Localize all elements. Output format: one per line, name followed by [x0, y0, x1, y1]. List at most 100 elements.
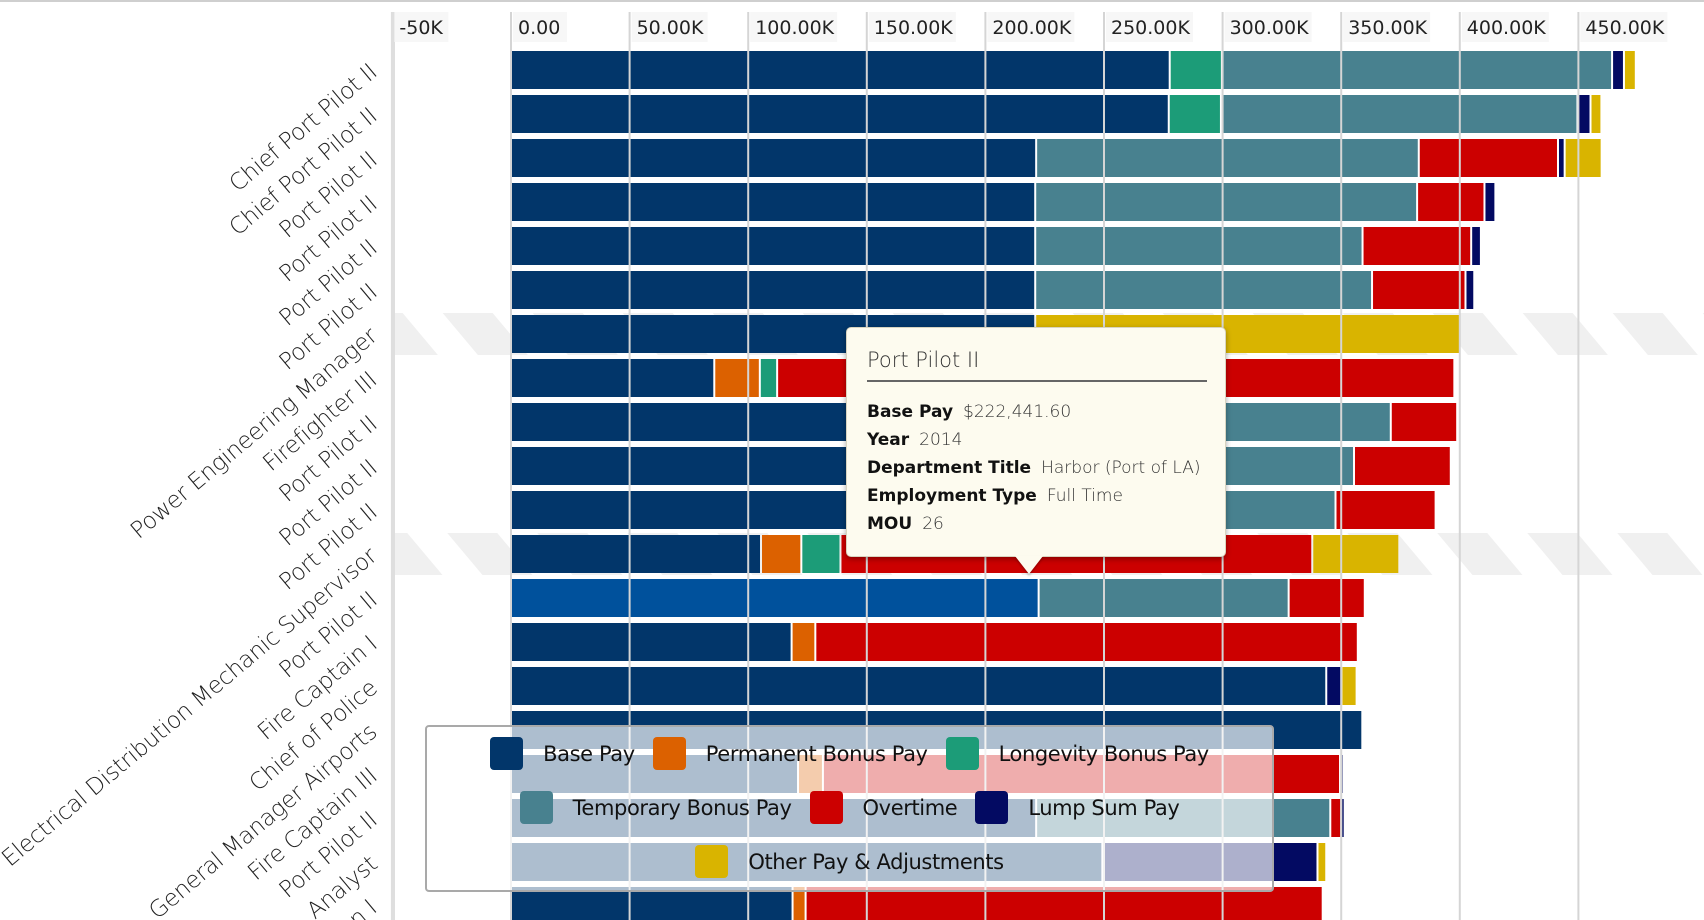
bar-segment-other-pay-adjustments[interactable] — [1342, 667, 1356, 705]
bar-segment-permanent-bonus-pay[interactable] — [715, 359, 759, 397]
tooltip-divider — [867, 380, 1207, 382]
bar-segment-lump-sum-pay[interactable] — [1559, 139, 1564, 177]
bar-segment-base-pay[interactable] — [512, 667, 1326, 705]
bar-segment-base-pay[interactable] — [512, 227, 1035, 265]
x-tick-label: 400.00K — [1467, 17, 1546, 39]
bar-segment-other-pay-adjustments[interactable] — [1313, 535, 1399, 573]
legend-row: Base Pay Permanent Bonus Pay Longevity Bon… — [427, 737, 1272, 770]
legend-swatch-icon — [695, 845, 729, 878]
tick-label-bg — [1580, 12, 1668, 42]
x-tick-label: 350.00K — [1348, 17, 1427, 39]
bar-segment-base-pay[interactable] — [512, 623, 791, 661]
bar-segment-other-pay-adjustments[interactable] — [1565, 139, 1601, 177]
legend-item[interactable]: Other Pay & Adjustments — [695, 845, 1004, 878]
legend-label: Other Pay & Adjustments — [748, 849, 1004, 874]
bar-segment-overtime[interactable] — [1373, 271, 1465, 309]
bar-segment-base-pay[interactable] — [512, 95, 1168, 133]
bar-segment-overtime[interactable] — [1355, 447, 1450, 485]
bar-segment-temporary-bonus-pay[interactable] — [1222, 51, 1612, 89]
tick-label-bg — [750, 12, 838, 42]
legend-item[interactable]: Lump Sum Pay — [975, 791, 1180, 824]
bar-segment-base-pay[interactable] — [512, 579, 1038, 617]
bar-segment-base-pay[interactable] — [512, 183, 1035, 221]
bar-segment-base-pay[interactable] — [512, 139, 1036, 177]
bar-segment-other-pay-adjustments[interactable] — [1624, 51, 1635, 89]
tooltip-row: Base Pay $222,441.60 — [867, 398, 1201, 426]
bar-segment-lump-sum-pay[interactable] — [1327, 667, 1341, 705]
bar-segment-lump-sum-pay[interactable] — [1578, 95, 1590, 133]
legend-label: Base Pay — [543, 741, 635, 766]
legend-swatch-icon — [975, 791, 1009, 824]
bar-segment-longevity-bonus-pay[interactable] — [1169, 95, 1220, 133]
bar-segment-lump-sum-pay[interactable] — [1342, 799, 1344, 837]
bar-segment-overtime[interactable] — [1331, 799, 1341, 837]
tooltip-key: Base Pay — [867, 402, 954, 422]
bar-segment-base-pay[interactable] — [512, 535, 761, 573]
bar-segment-lump-sum-pay[interactable] — [1466, 271, 1474, 309]
bar-segment-longevity-bonus-pay[interactable] — [760, 359, 777, 397]
tooltip-row: Year 2014 — [867, 426, 1201, 454]
bar-segment-overtime[interactable] — [1289, 579, 1364, 617]
legend-item[interactable]: Permanent Bonus Pay — [652, 737, 928, 770]
bar-segment-overtime[interactable] — [1418, 183, 1484, 221]
bar-segment-overtime[interactable] — [1363, 227, 1471, 265]
tooltip-key: Department Title — [867, 458, 1032, 478]
x-tick-label: 200.00K — [992, 17, 1071, 39]
bar-segment-temporary-bonus-pay[interactable] — [1039, 579, 1288, 617]
legend-item[interactable]: Overtime — [809, 791, 958, 824]
bar-segment-permanent-bonus-pay[interactable] — [793, 887, 805, 920]
bar-segment-longevity-bonus-pay[interactable] — [802, 535, 840, 573]
bar-segment-lump-sum-pay[interactable] — [1485, 183, 1495, 221]
bar-segment-overtime[interactable] — [1336, 491, 1435, 529]
tick-label-bg — [868, 12, 956, 42]
bar-segment-other-pay-adjustments[interactable] — [1591, 95, 1601, 133]
bar-segment-permanent-bonus-pay[interactable] — [762, 535, 801, 573]
bar-segment-temporary-bonus-pay[interactable] — [1036, 183, 1417, 221]
tooltip-row: Employment Type Full Time — [867, 482, 1201, 510]
legend-item[interactable]: Longevity Bonus Pay — [945, 737, 1209, 770]
legend-label: Overtime — [862, 795, 958, 820]
legend-item[interactable]: Temporary Bonus Pay — [519, 791, 792, 824]
bar-segment-temporary-bonus-pay[interactable] — [1036, 227, 1362, 265]
bar-segment-base-pay[interactable] — [512, 887, 792, 920]
tick-label-bg — [1224, 12, 1312, 42]
tick-label-bg — [1106, 12, 1193, 42]
bar-segment-lump-sum-pay[interactable] — [1472, 227, 1480, 265]
bar-segment-overtime[interactable] — [1391, 403, 1457, 441]
bar-segment-overtime[interactable] — [1419, 139, 1558, 177]
tooltip-pointer — [1015, 556, 1043, 574]
bar-segment-lump-sum-pay[interactable] — [1613, 51, 1623, 89]
legend: Base Pay Permanent Bonus Pay Longevity Bon… — [425, 725, 1274, 892]
tooltip-value: $222,441.60 — [963, 402, 1072, 422]
legend-label: Temporary Bonus Pay — [572, 795, 792, 820]
bar-segment-overtime[interactable] — [816, 623, 1357, 661]
legend-swatch-icon — [490, 737, 524, 770]
top-border — [0, 0, 1704, 2]
bar-segment-longevity-bonus-pay[interactable] — [1170, 51, 1221, 89]
tooltip-row: Department Title Harbor (Port of LA) — [867, 454, 1201, 482]
legend-label: Lump Sum Pay — [1028, 795, 1180, 820]
tooltip-value: Harbor (Port of LA) — [1041, 458, 1201, 478]
tooltip-key: Employment Type — [867, 486, 1037, 506]
legend-swatch-icon — [809, 791, 843, 824]
tooltip-value: 26 — [922, 514, 944, 534]
legend-item[interactable]: Base Pay — [490, 737, 635, 770]
tooltip: Port Pilot II Base Pay $222,441.60 Year 201… — [846, 327, 1226, 574]
tick-label-bg — [1343, 12, 1431, 42]
legend-swatch-icon — [652, 737, 686, 770]
bar-segment-base-pay[interactable] — [512, 271, 1035, 309]
bar-segment-temporary-bonus-pay[interactable] — [1036, 271, 1372, 309]
bar-segment-overtime[interactable] — [806, 887, 1322, 920]
bar-segment-base-pay[interactable] — [512, 51, 1169, 89]
x-tick-label: 100.00K — [755, 17, 834, 39]
tooltip-title: Port Pilot II — [867, 348, 980, 372]
bar-segment-temporary-bonus-pay[interactable] — [1221, 95, 1577, 133]
x-tick-label: 250.00K — [1111, 17, 1190, 39]
bar-segment-permanent-bonus-pay[interactable] — [792, 623, 815, 661]
bar-segment-base-pay[interactable] — [512, 359, 714, 397]
bar-segment-other-pay-adjustments[interactable] — [1318, 843, 1326, 881]
bar-segment-temporary-bonus-pay[interactable] — [1037, 139, 1418, 177]
legend-swatch-icon — [945, 737, 979, 770]
tick-label-bg — [987, 12, 1075, 42]
tooltip-value: 2014 — [919, 430, 963, 450]
